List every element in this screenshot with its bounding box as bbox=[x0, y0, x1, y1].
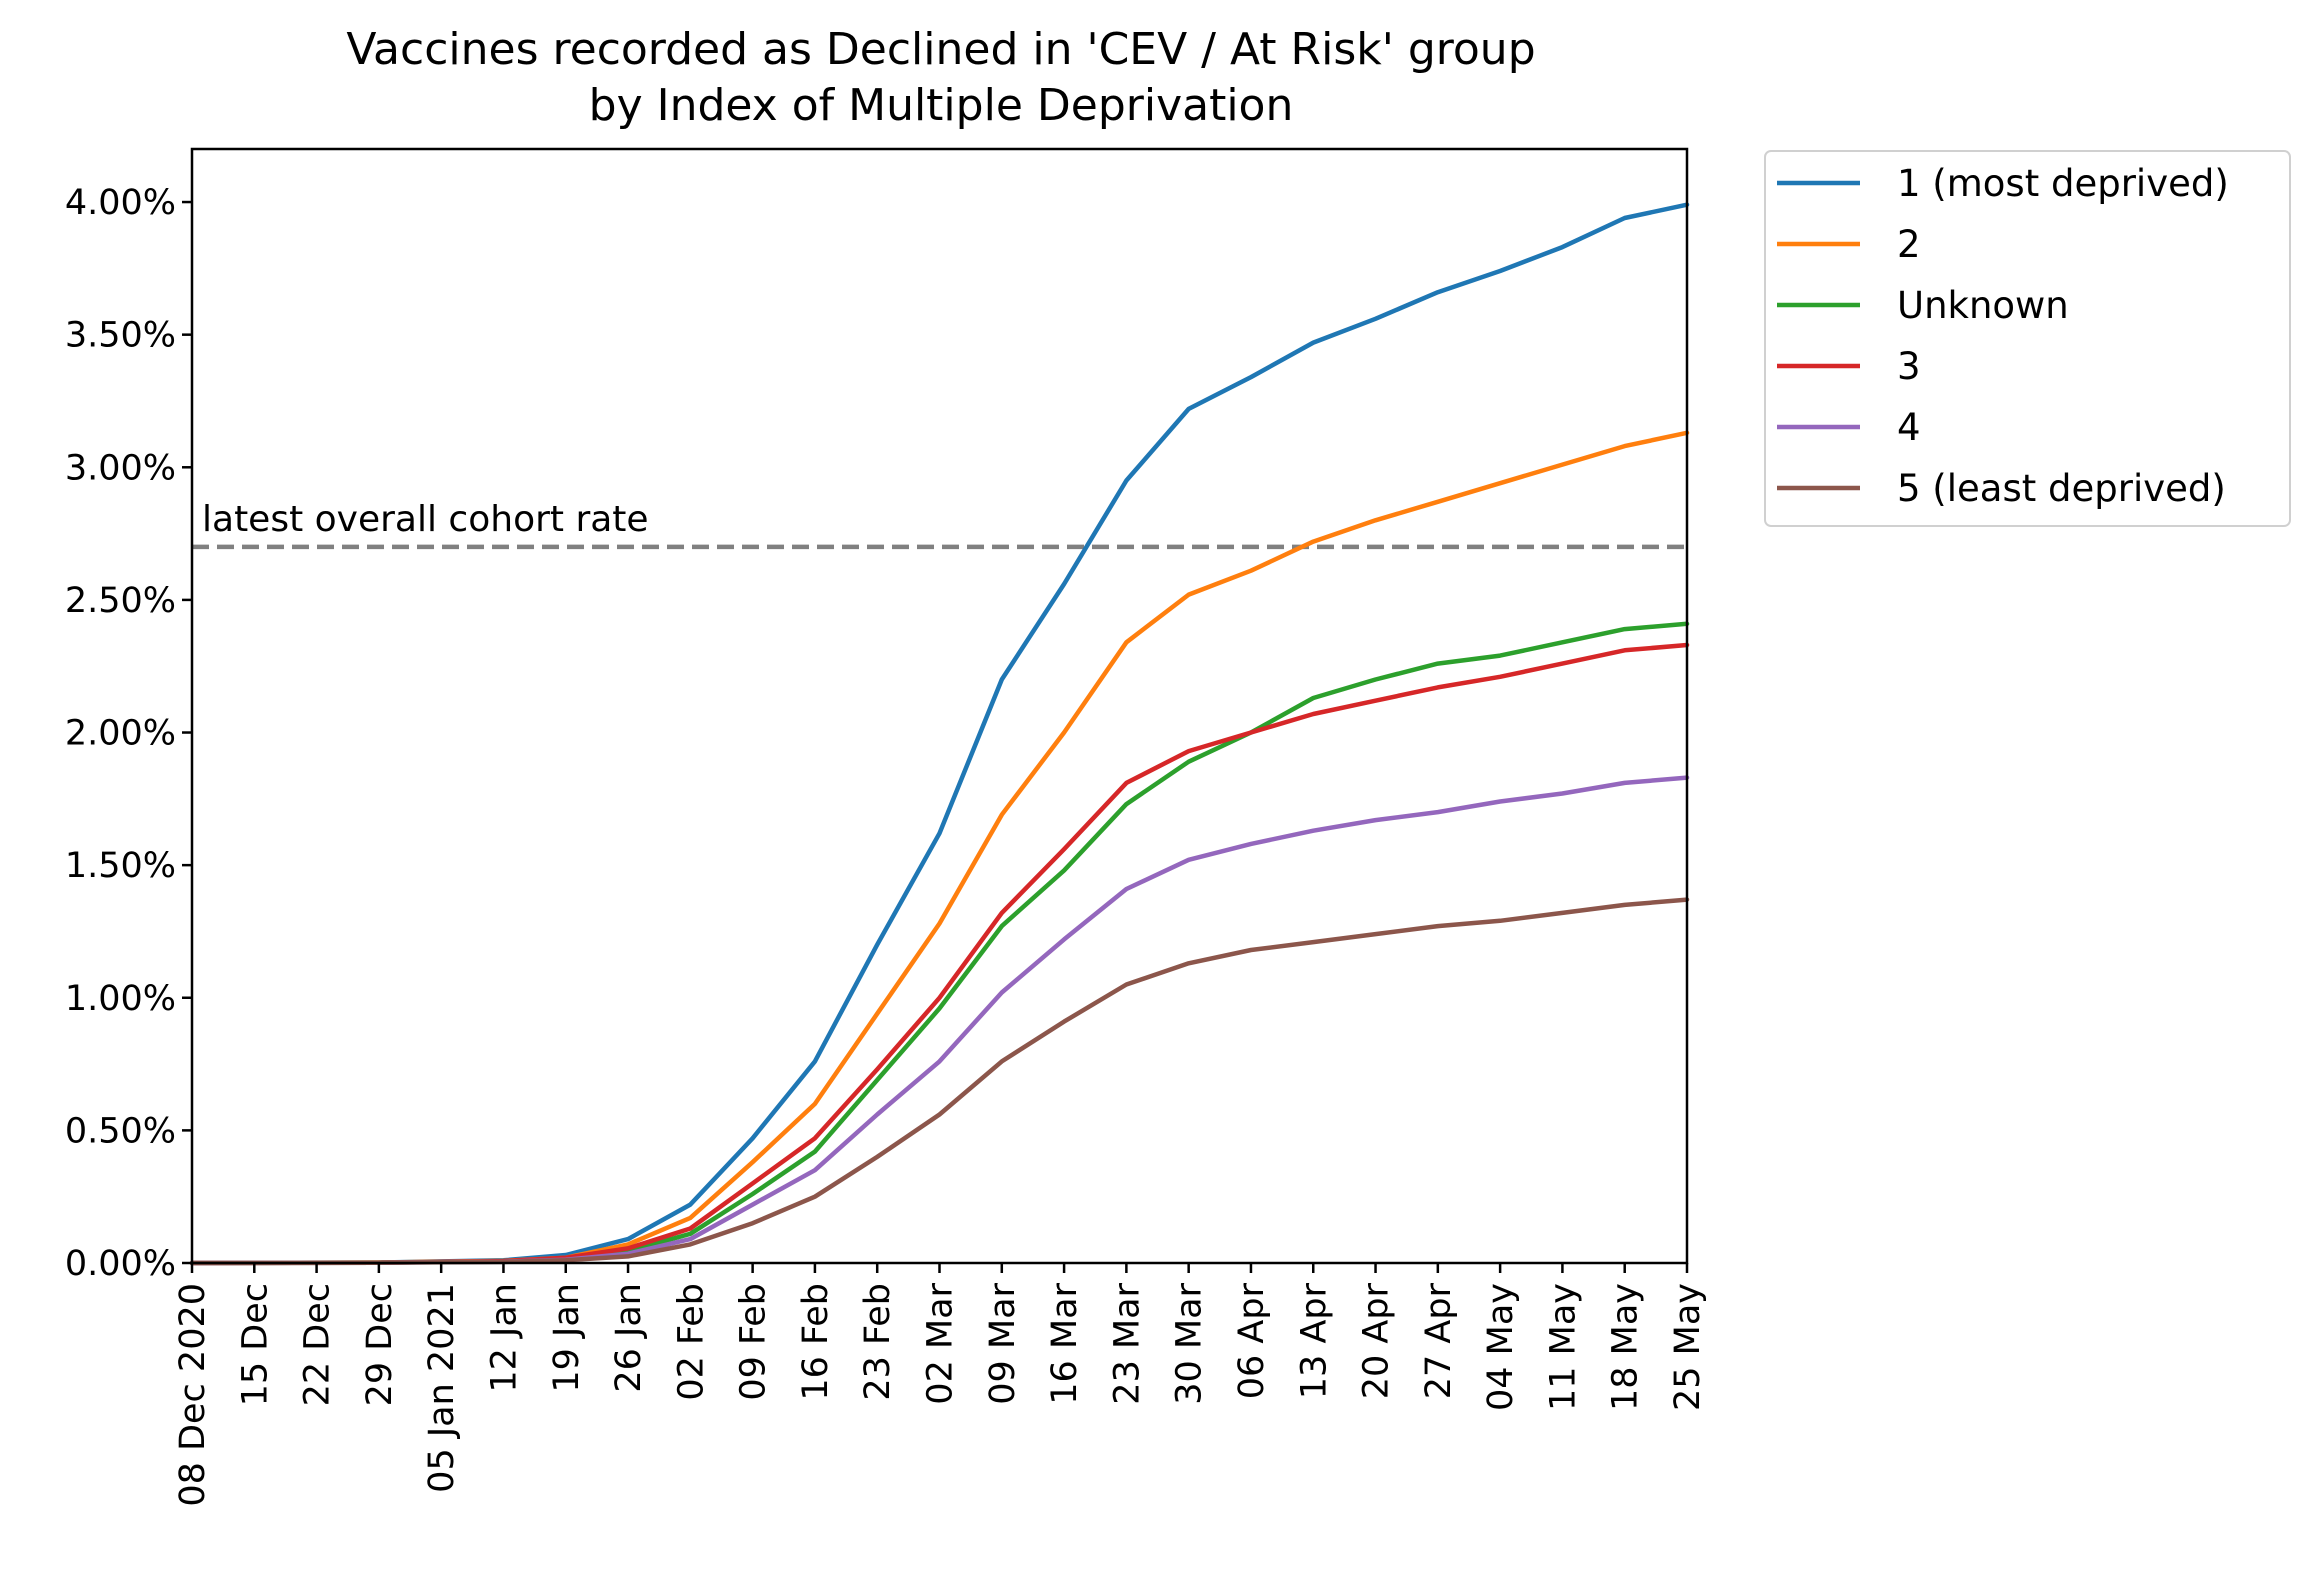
x-axis: 08 Dec 2020 15 Dec 22 Dec 29 Dec 05 Jan 2021… bbox=[173, 1263, 1708, 1507]
x-tick-label: 27 Apr bbox=[1419, 1282, 1459, 1399]
y-axis: 0.00% 0.50% 1.00% 1.50% 2.00% 2.50% 3.00% 3.50%… bbox=[65, 183, 192, 1284]
legend-label: 2 bbox=[1897, 223, 1921, 266]
x-tick-label: 04 May bbox=[1481, 1283, 1521, 1411]
x-tick-label: 02 Mar bbox=[921, 1282, 961, 1404]
x-tick-label: 18 May bbox=[1606, 1283, 1646, 1411]
x-tick-label: 29 Dec bbox=[360, 1283, 400, 1406]
x-tick-label: 09 Feb bbox=[734, 1283, 774, 1401]
x-tick-label: 23 Feb bbox=[858, 1283, 898, 1401]
x-tick-label: 20 Apr bbox=[1357, 1282, 1397, 1399]
reference-line-label: latest overall cohort rate bbox=[202, 499, 649, 540]
x-tick-label: 05 Jan 2021 bbox=[422, 1283, 462, 1493]
series-line-6 bbox=[189, 897, 1690, 1266]
x-tick-label: 08 Dec 2020 bbox=[173, 1283, 213, 1507]
x-tick-label: 11 May bbox=[1543, 1283, 1583, 1411]
y-tick-label: 3.50% bbox=[65, 316, 176, 356]
y-tick-label: 2.50% bbox=[65, 581, 176, 621]
y-tick-label: 4.00% bbox=[65, 183, 176, 223]
x-tick-label: 02 Feb bbox=[671, 1283, 711, 1401]
legend-frame bbox=[1764, 150, 2291, 527]
y-tick-label: 2.00% bbox=[65, 714, 176, 754]
chart-title-line-1: Vaccines recorded as Declined in 'CEV / … bbox=[346, 24, 1535, 75]
x-tick-label: 16 Feb bbox=[796, 1283, 836, 1401]
x-tick-label: 22 Dec bbox=[298, 1283, 338, 1406]
y-tick-label: 1.00% bbox=[65, 979, 176, 1019]
x-tick-label: 25 May bbox=[1668, 1283, 1708, 1411]
legend-label: 4 bbox=[1897, 406, 1921, 449]
y-tick-label: 0.00% bbox=[65, 1244, 176, 1284]
y-tick-label: 3.00% bbox=[65, 448, 176, 488]
plot-area: latest overall cohort rate bbox=[189, 202, 1690, 1266]
x-tick-label: 13 Apr bbox=[1294, 1282, 1334, 1399]
x-tick-label: 09 Mar bbox=[983, 1282, 1023, 1404]
x-tick-label: 19 Jan bbox=[547, 1283, 587, 1393]
y-tick-label: 1.50% bbox=[65, 846, 176, 886]
series-line-1 bbox=[189, 202, 1690, 1266]
legend-label: 5 (least deprived) bbox=[1897, 467, 2226, 510]
series-line-4 bbox=[189, 642, 1690, 1266]
legend-label: 1 (most deprived) bbox=[1897, 162, 2229, 205]
legend: 1 (most deprived) 2 Unknown 3 4 5 (least depr… bbox=[1764, 150, 2291, 527]
x-tick-label: 30 Mar bbox=[1170, 1282, 1210, 1404]
x-tick-label: 12 Jan bbox=[484, 1283, 524, 1393]
x-tick-label: 23 Mar bbox=[1107, 1282, 1147, 1404]
legend-label: 3 bbox=[1897, 345, 1921, 388]
plot-frame bbox=[190, 147, 1689, 1265]
y-tick-label: 0.50% bbox=[65, 1111, 176, 1151]
x-tick-label: 16 Mar bbox=[1045, 1282, 1085, 1404]
x-tick-label: 15 Dec bbox=[235, 1283, 275, 1406]
x-tick-label: 26 Jan bbox=[609, 1283, 649, 1393]
chart-title-line-2: by Index of Multiple Deprivation bbox=[589, 80, 1294, 131]
legend-label: Unknown bbox=[1897, 284, 2069, 327]
x-tick-label: 06 Apr bbox=[1232, 1282, 1272, 1399]
